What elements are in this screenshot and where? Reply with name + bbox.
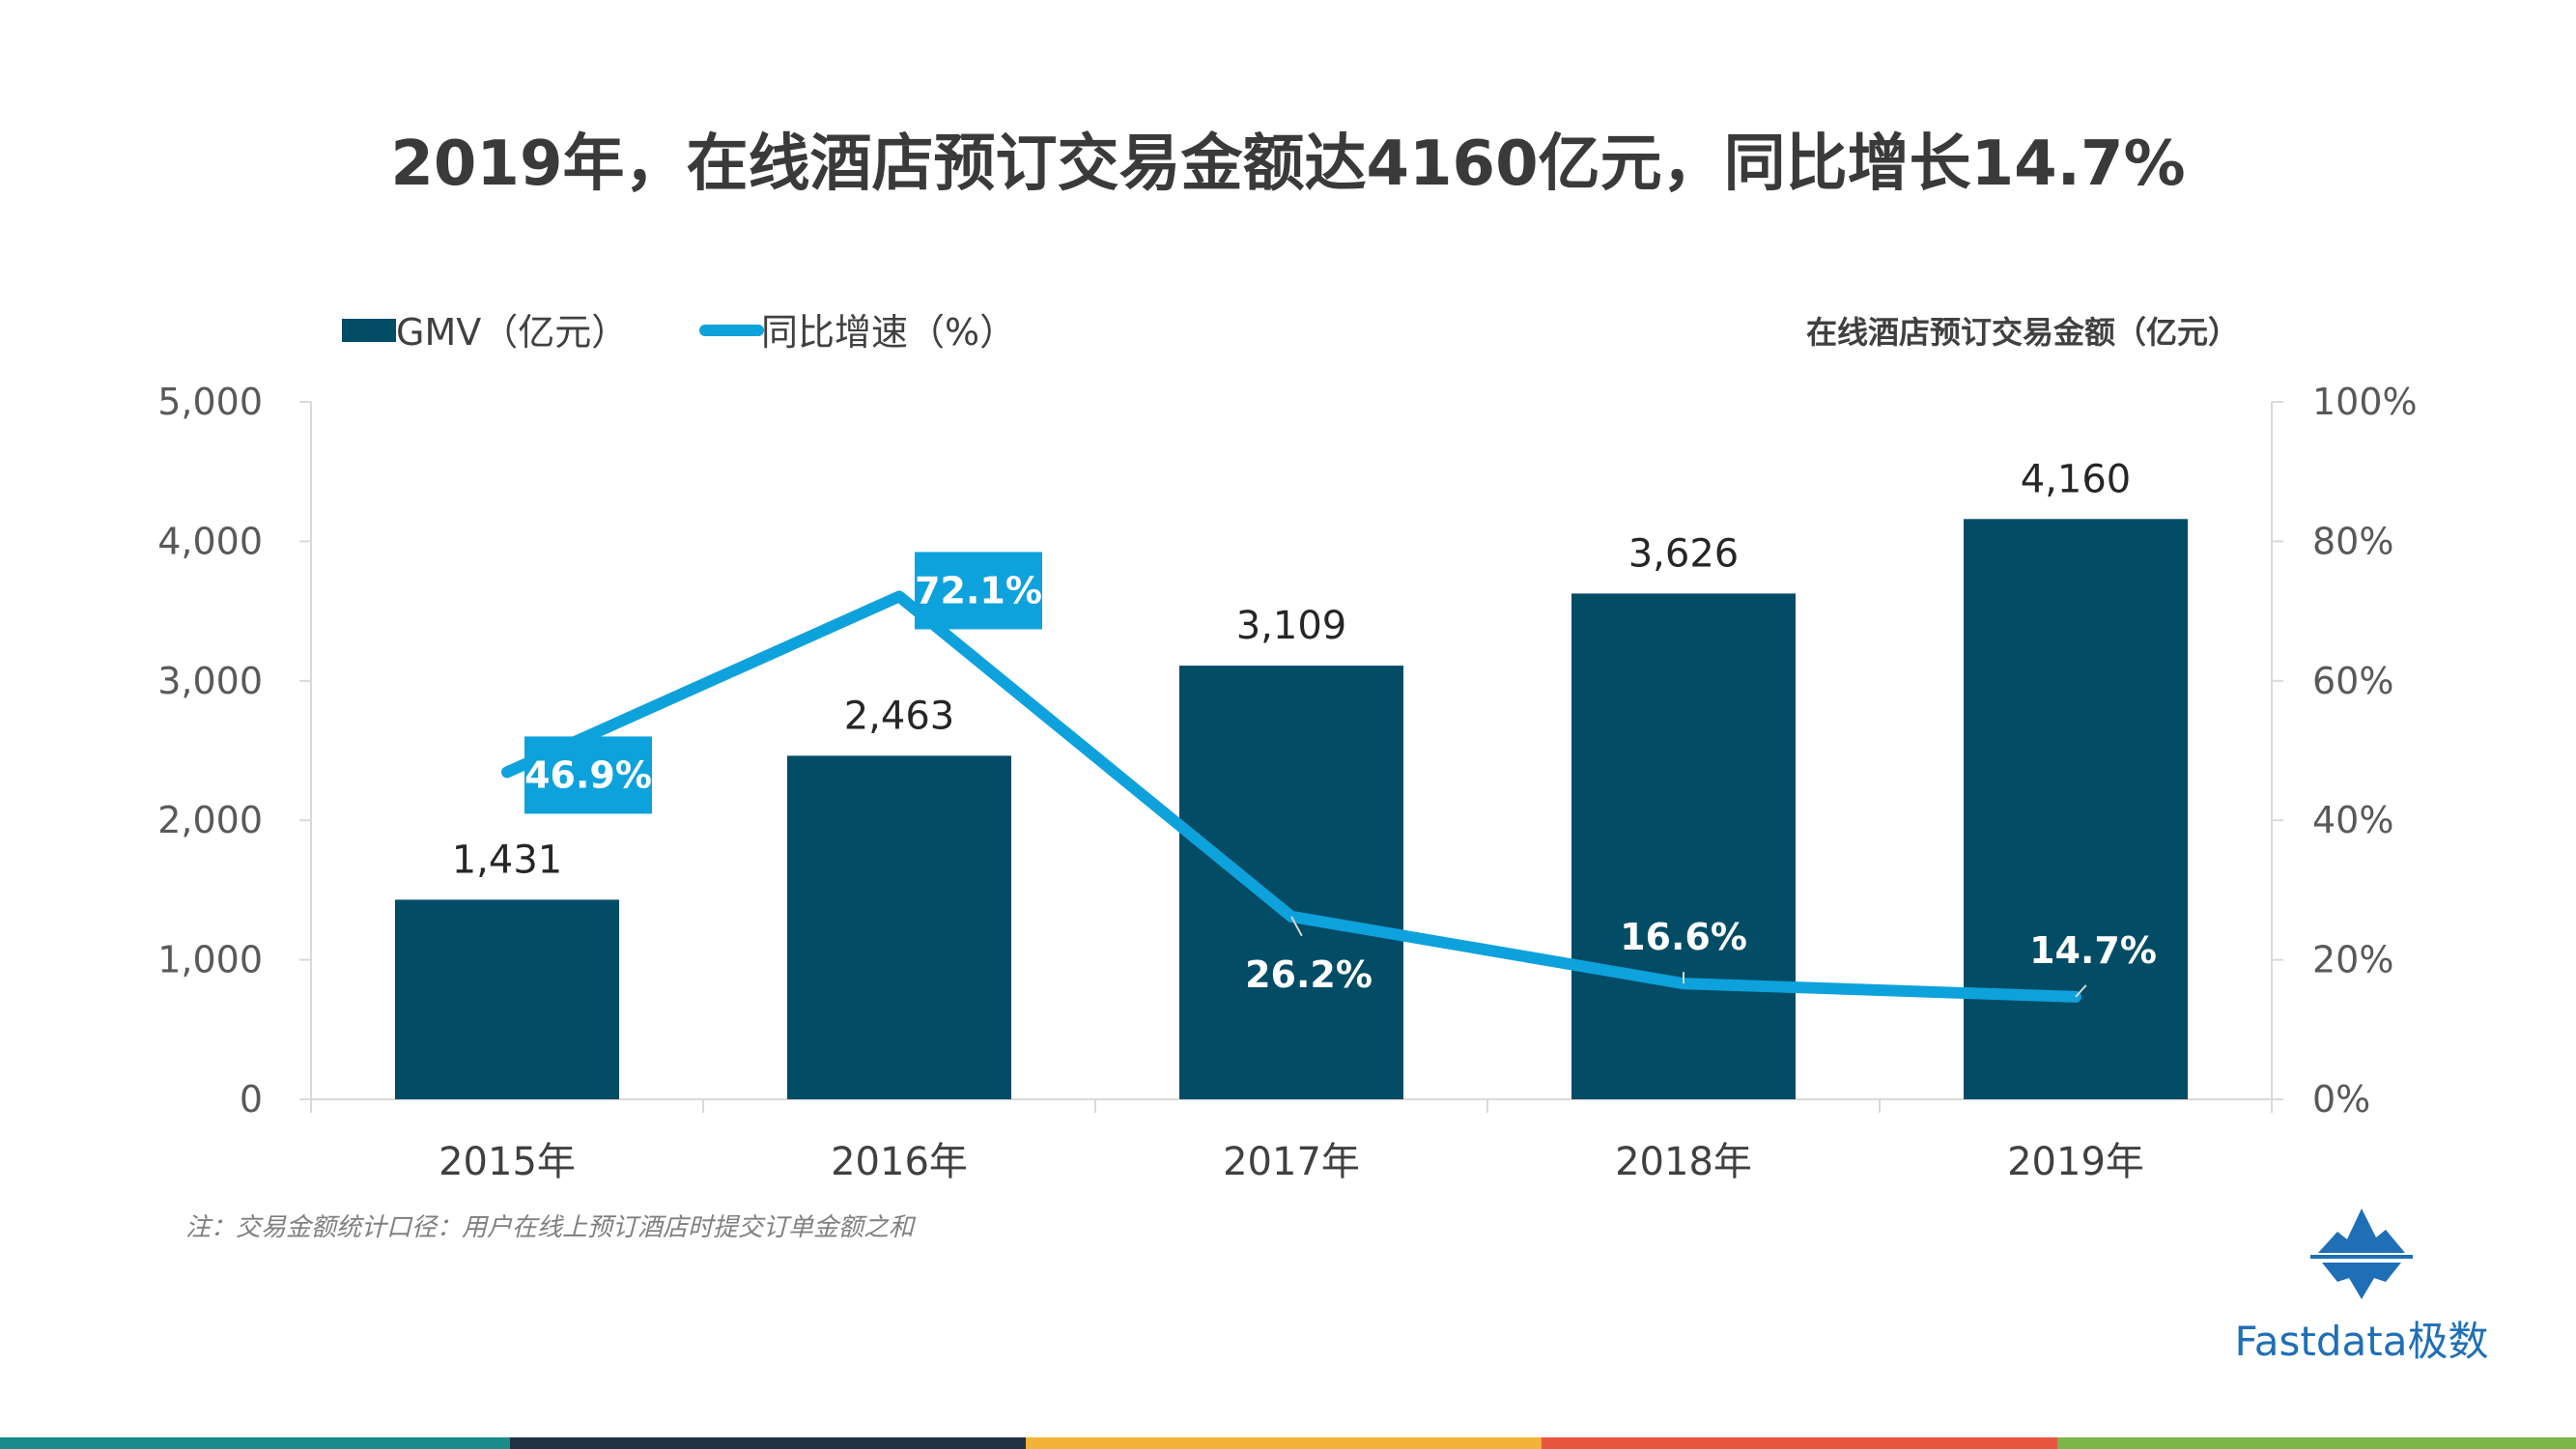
y-tick-label: 3,000 <box>157 660 263 702</box>
growth-value-text: 14.7% <box>2029 929 2157 972</box>
bar <box>1964 519 2188 1099</box>
growth-value-label: 16.6% <box>1620 916 1747 984</box>
brand-name: Fastdata极数 <box>2234 1318 2489 1365</box>
bottom-strip-segment <box>2057 1437 2576 1449</box>
y-tick-label: 0 <box>240 1078 263 1121</box>
category-label: 2017年 <box>1223 1140 1360 1184</box>
bar <box>787 755 1011 1099</box>
iceberg-logo-icon <box>2310 1208 2413 1299</box>
bar <box>395 899 619 1099</box>
growth-value-text: 16.6% <box>1620 916 1747 958</box>
category-labels: 2015年 2016年 2017年 2018年 2019年 <box>439 1140 2144 1184</box>
growth-line: 46.9% 72.1% 26.2% 16.6% 14.7% <box>501 552 2157 1003</box>
bottom-strip-segment <box>1026 1437 1542 1449</box>
category-label: 2016年 <box>831 1140 968 1184</box>
bar <box>1179 666 1403 1099</box>
bar-value-label: 4,160 <box>2021 457 2132 501</box>
growth-label-box <box>915 552 1042 630</box>
y2-tick-label: 100% <box>2312 381 2418 423</box>
y2-tick-label: 40% <box>2312 799 2393 841</box>
category-label: 2015年 <box>439 1140 576 1184</box>
growth-value-label: 46.9% <box>524 736 652 814</box>
legend-swatch-gmv <box>342 319 396 342</box>
y2-tick-label: 80% <box>2312 520 2393 562</box>
y2-tick-label: 60% <box>2312 660 2393 702</box>
bottom-strip-segment <box>0 1437 510 1449</box>
bars <box>395 519 2188 1099</box>
y-tick-label: 1,000 <box>157 939 263 981</box>
bar-value-label: 3,109 <box>1236 604 1347 648</box>
bottom-strip-segment <box>1542 1437 2057 1449</box>
y2-tick-label: 0% <box>2312 1078 2370 1121</box>
unit-label: 在线酒店预订交易金额（亿元） <box>1806 314 2239 351</box>
bar-value-label: 3,626 <box>1628 531 1740 576</box>
bar-value-label: 2,463 <box>844 694 955 738</box>
legend: GMV（亿元） 同比增速（%） <box>342 311 1016 354</box>
legend-label-growth: 同比增速（%） <box>761 311 1016 354</box>
footnote: 注：交易金额统计口径：用户在线上预订酒店时提交订单金额之和 <box>185 1213 915 1242</box>
axes: 0 1,000 2,000 3,000 4,000 5,000 0% 20% 40% 60% 80%… <box>157 381 2417 1121</box>
growth-label-leader <box>1290 916 1303 937</box>
bottom-strip-segment <box>510 1437 1026 1449</box>
bar-value-labels: 1,431 2,463 3,109 3,626 4,160 <box>452 457 2132 882</box>
page-title: 2019年，在线酒店预订交易金额达4160亿元，同比增长14.7% <box>390 128 2186 200</box>
growth-value-text: 72.1% <box>915 569 1042 611</box>
y-tick-label: 5,000 <box>157 381 263 423</box>
growth-value-text: 26.2% <box>1245 953 1373 996</box>
brand-logo: Fastdata极数 <box>2222 1203 2502 1367</box>
growth-value-label: 72.1% <box>915 552 1042 630</box>
growth-label-box <box>524 736 652 814</box>
bar <box>1571 593 1796 1099</box>
growth-value-label: 14.7% <box>2029 929 2157 998</box>
legend-label-gmv: GMV（亿元） <box>396 311 628 354</box>
bar-value-label: 1,431 <box>452 838 563 882</box>
category-label: 2019年 <box>2007 1140 2144 1184</box>
growth-label-leader <box>2075 984 2087 998</box>
y2-tick-label: 20% <box>2312 939 2393 981</box>
y-tick-label: 2,000 <box>157 799 263 841</box>
growth-value-text: 46.9% <box>524 753 652 796</box>
growth-value-label: 26.2% <box>1245 916 1373 996</box>
combo-chart: GMV（亿元） 同比增速（%） 在线酒店预订交易金额（亿元） 0 1,000 2,0… <box>157 311 2417 1184</box>
category-label: 2018年 <box>1615 1140 1752 1184</box>
bottom-color-strip <box>0 1437 2576 1449</box>
y-tick-label: 4,000 <box>157 520 263 562</box>
